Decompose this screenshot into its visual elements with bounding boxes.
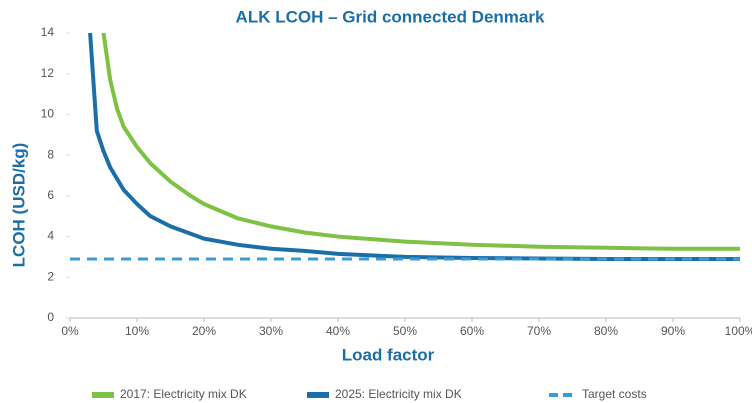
x-tick-label: 90% [661,324,685,338]
x-tick-label: 100% [725,324,752,338]
x-tick-label: 0% [61,324,79,338]
x-tick-label: 20% [192,324,216,338]
x-tick-label: 80% [594,324,618,338]
legend-label: Target costs [582,387,647,401]
line-series [101,32,740,251]
y-tick-label: 14 [41,25,55,39]
y-tick-label: 8 [47,147,54,161]
y-tick-label: 2 [47,269,54,283]
y-tick-label: 4 [47,229,54,243]
x-tick-label: 70% [527,324,551,338]
x-tick-label: 50% [393,324,417,338]
chart-title: ALK LCOH – Grid connected Denmark [236,7,545,26]
legend-label: 2025: Electricity mix DK [335,387,462,401]
x-axis-label: Load factor [342,345,435,364]
x-tick-label: 60% [460,324,484,338]
x-tick-label: 10% [125,324,149,338]
legend-label: 2017: Electricity mix DK [120,387,247,401]
y-tick-label: 10 [41,107,55,121]
y-tick-label: 0 [47,310,54,324]
y-tick-label: 6 [47,188,54,202]
x-tick-label: 40% [326,324,350,338]
x-tick-label: 30% [259,324,283,338]
line-series [88,32,740,261]
y-axis-label: LCOH (USD/kg) [9,143,28,268]
y-tick-label: 12 [41,66,55,80]
